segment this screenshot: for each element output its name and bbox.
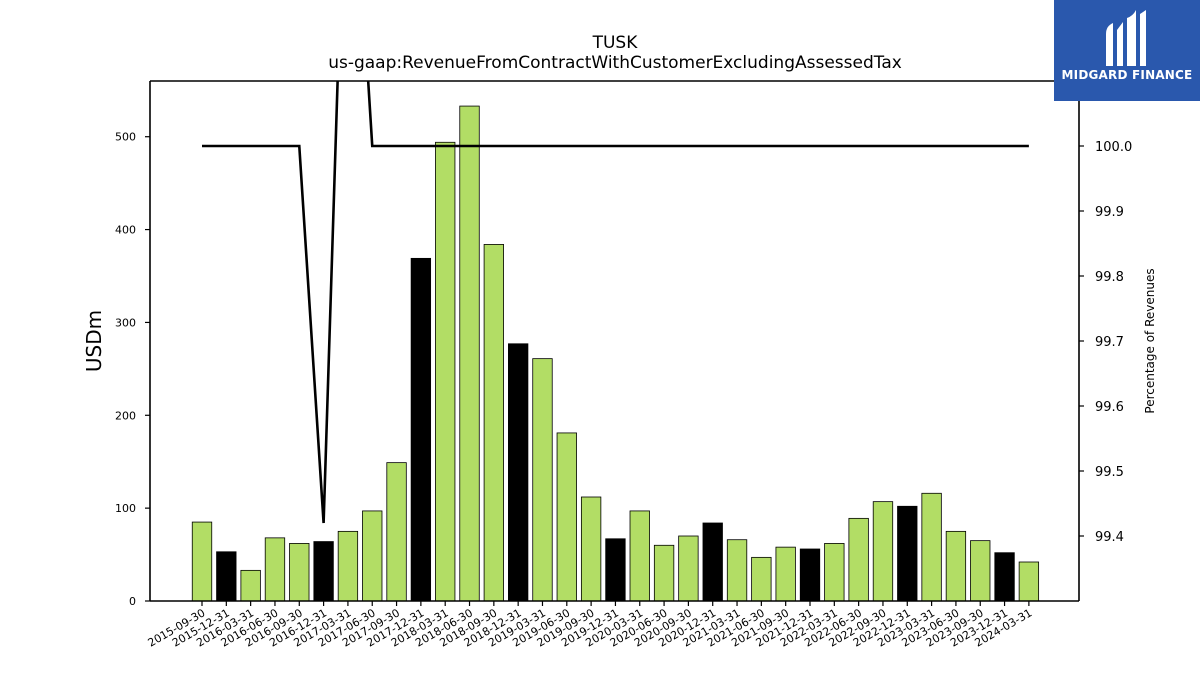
- y-tick-label: 300: [115, 316, 136, 329]
- bar: [410, 257, 432, 602]
- bar: [313, 541, 334, 602]
- y2-tick-label: 99.8: [1095, 270, 1124, 285]
- y2-tick-label: 99.4: [1095, 530, 1124, 545]
- y-tick-label: 500: [115, 131, 136, 144]
- bar: [799, 548, 821, 602]
- chart-subtitle: us-gaap:RevenueFromContractWithCustomerE…: [328, 53, 902, 73]
- bar: [605, 538, 626, 602]
- bar: [726, 539, 748, 602]
- logo-text: MIDGARD FINANCE: [1061, 68, 1193, 82]
- bar: [483, 244, 504, 602]
- bar: [459, 105, 480, 602]
- bar: [435, 141, 456, 602]
- bar: [945, 530, 967, 602]
- bar: [629, 510, 650, 602]
- bar: [289, 543, 310, 602]
- bar: [970, 540, 991, 602]
- bar: [386, 462, 407, 602]
- y2-tick-label: 99.9: [1095, 205, 1124, 220]
- y2-tick-label: 99.5: [1095, 465, 1124, 480]
- bar: [702, 522, 723, 602]
- bar: [191, 521, 213, 602]
- bar: [240, 569, 261, 602]
- bar: [1018, 561, 1040, 602]
- bar: [872, 501, 894, 602]
- bar: [848, 517, 869, 602]
- y-tick-label: 200: [115, 409, 136, 422]
- percentage-line: [202, 81, 1029, 524]
- logo-mark-icon: [1106, 10, 1146, 66]
- y2-tick-label: 99.7: [1095, 335, 1124, 350]
- y2-axis-label: Percentage of Revenues: [1143, 268, 1157, 413]
- y-tick-label: 100: [115, 502, 136, 515]
- bar: [216, 551, 237, 602]
- y2-tick-label: 100.0: [1095, 140, 1132, 155]
- bar: [921, 492, 942, 602]
- bar: [994, 552, 1015, 602]
- y-tick-label: 400: [115, 224, 136, 237]
- chart-title: TUSK: [592, 33, 638, 53]
- bar: [580, 496, 602, 602]
- bar: [508, 343, 529, 602]
- bar: [362, 510, 383, 602]
- y-tick-label: 0: [129, 595, 136, 608]
- midgard-finance-logo: MIDGARD FINANCE: [1054, 0, 1200, 101]
- bar: [824, 543, 845, 602]
- bar: [775, 546, 796, 602]
- bar: [751, 556, 772, 602]
- bar: [556, 432, 577, 602]
- bar: [532, 358, 553, 602]
- bar: [653, 544, 675, 602]
- bar: [897, 505, 918, 602]
- bar: [678, 535, 699, 602]
- y-axis-label: USDm: [82, 310, 106, 372]
- bar: [264, 537, 286, 602]
- y2-tick-label: 99.6: [1095, 400, 1124, 415]
- bar: [337, 530, 359, 602]
